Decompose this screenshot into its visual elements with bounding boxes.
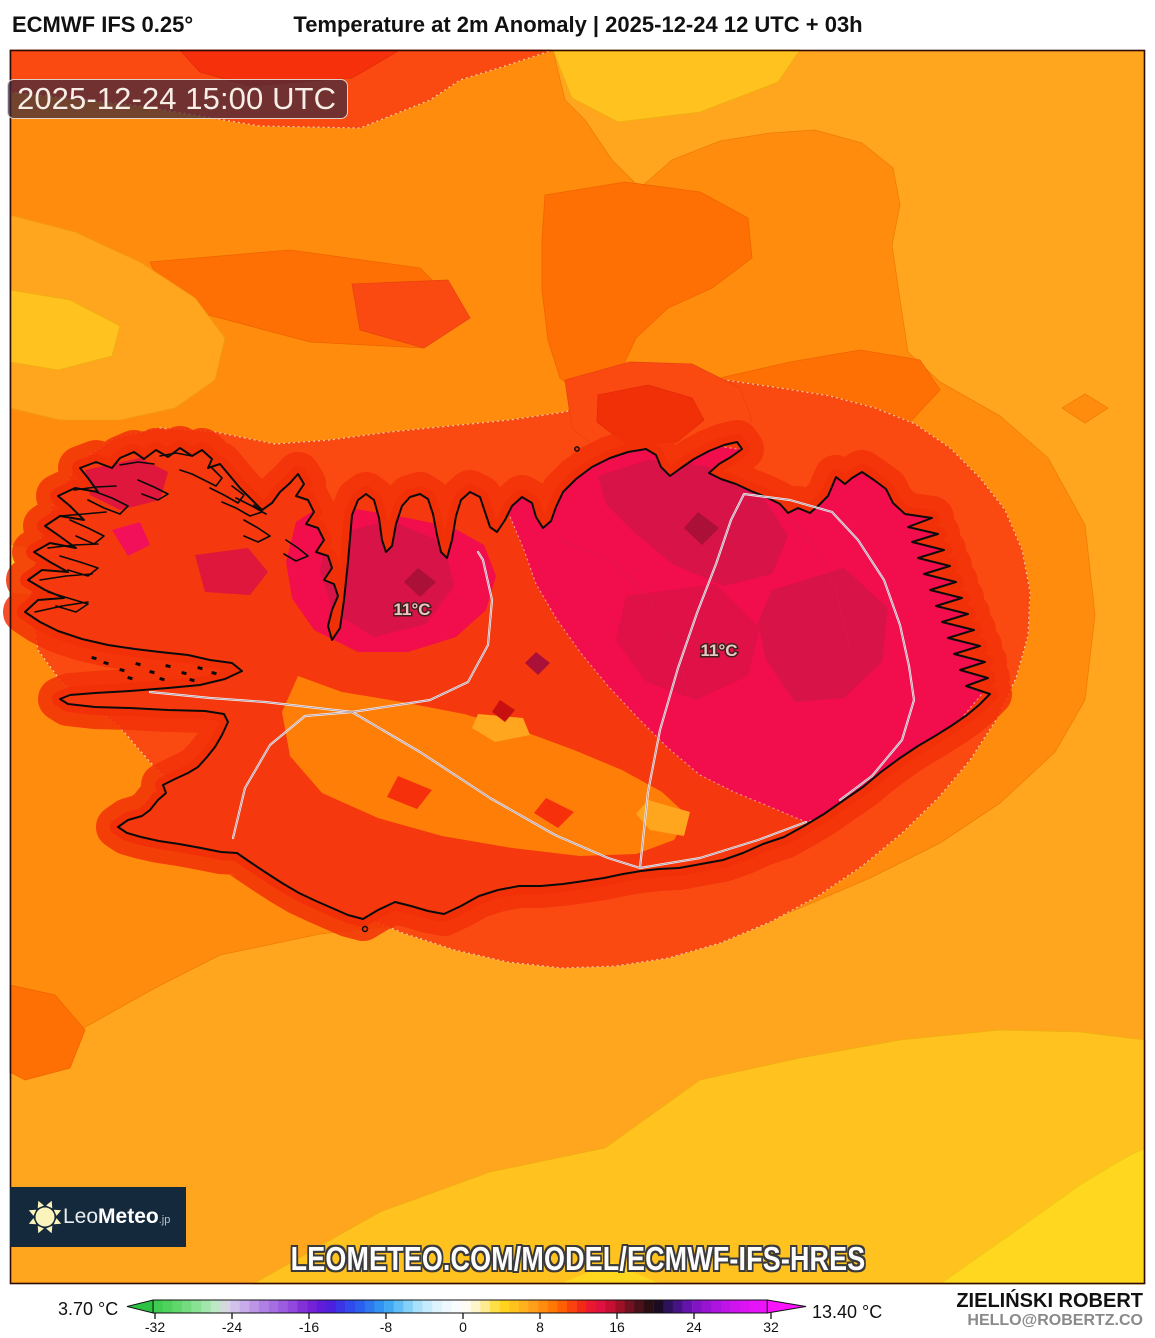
svg-text:0: 0 — [459, 1319, 467, 1335]
svg-text:32: 32 — [763, 1319, 779, 1335]
svg-text:-16: -16 — [299, 1319, 319, 1335]
svg-text:-8: -8 — [380, 1319, 393, 1335]
svg-text:16: 16 — [609, 1319, 625, 1335]
svg-text:11°C: 11°C — [700, 641, 737, 660]
svg-text:11°C: 11°C — [393, 600, 430, 619]
svg-text:-32: -32 — [145, 1319, 165, 1335]
svg-text:8: 8 — [536, 1319, 544, 1335]
svg-text:24: 24 — [686, 1319, 702, 1335]
svg-text:-24: -24 — [222, 1319, 242, 1335]
